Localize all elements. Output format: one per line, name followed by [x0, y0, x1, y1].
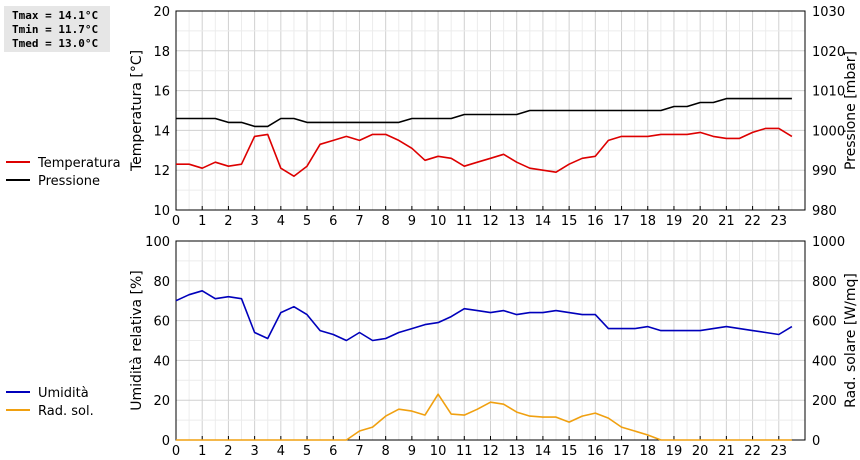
panel1-x-tick-label: 0 — [172, 214, 180, 229]
tmin-label: Tmin = 11.7°C — [12, 23, 99, 36]
panel2-x-tick-label: 10 — [430, 444, 447, 459]
panel1-x-tick-label: 23 — [771, 214, 788, 229]
panel2-x-tick-label: 21 — [718, 444, 735, 459]
panel2-legend-label: Umidità — [38, 386, 89, 401]
panel2-x-tick-label: 16 — [587, 444, 604, 459]
panel1-y-tick-label: 18 — [153, 45, 170, 60]
panel1-x-tick-label: 22 — [744, 214, 761, 229]
panel2-x-tick-label: 9 — [408, 444, 416, 459]
panel1-x-tick-label: 18 — [639, 214, 656, 229]
panel2-y-tick-label: 80 — [153, 275, 170, 290]
panel1-x-tick-label: 14 — [535, 214, 552, 229]
panel1-x-tick-label: 12 — [482, 214, 499, 229]
panel1-legend-label: Temperatura — [37, 156, 121, 171]
panel2-plot: 0 1 2 3 4 5 6 7 8 9 10 11 12 13 14 15 16 17 18 19 20 21 22 2302… — [6, 235, 859, 459]
panel1-x-tick-label: 4 — [277, 214, 285, 229]
panel2-y2label: Rad. solare [W/mq] — [843, 273, 859, 408]
panel2-x-tick-label: 5 — [303, 444, 311, 459]
panel1-x-tick-label: 13 — [508, 214, 525, 229]
panel1-x-tick-label: 10 — [430, 214, 447, 229]
panel2-y2-tick-label: 200 — [812, 394, 837, 409]
panel1-y2-tick-label: 1030 — [812, 5, 845, 20]
panel2-x-tick-label: 12 — [482, 444, 499, 459]
panel2-x-tick-label: 2 — [224, 444, 232, 459]
tmed-label: Tmed = 13.0°C — [12, 37, 99, 50]
panel1-x-tick-label: 17 — [613, 214, 630, 229]
panel2-x-tick-label: 23 — [771, 444, 788, 459]
panel2-series-umidit — [175, 289, 793, 342]
panel2-x-tick-label: 14 — [535, 444, 552, 459]
panel2-x-tick-label: 3 — [250, 444, 258, 459]
panel1-y-tick-label: 20 — [153, 5, 170, 20]
panel2-x-tick-label: 1 — [198, 444, 206, 459]
panel1-x-tick-label: 1 — [198, 214, 206, 229]
panel2-x-tick-label: 6 — [329, 444, 337, 459]
panel2-x-tick-label: 8 — [382, 444, 390, 459]
panel2-y-tick-label: 40 — [153, 354, 170, 369]
panel2-y-tick-label: 100 — [145, 235, 170, 250]
panel2-x-tick-label: 17 — [613, 444, 630, 459]
panel2-y2-tick-label: 600 — [812, 315, 837, 330]
panel2-y-tick-label: 0 — [162, 434, 170, 449]
panel2-legend-label: Rad. sol. — [38, 404, 94, 419]
panel2-series-rad-sol — [176, 393, 792, 441]
panel2-x-tick-label: 13 — [508, 444, 525, 459]
panel1-x-tick-label: 9 — [408, 214, 416, 229]
panel2-y2-tick-label: 400 — [812, 354, 837, 369]
panel1-y2label: Pressione [mbar] — [843, 51, 859, 170]
panel1-y2-tick-label: 1010 — [812, 85, 845, 100]
panel1-y-tick-label: 10 — [153, 204, 170, 219]
panel1-x-tick-label: 5 — [303, 214, 311, 229]
panel2-x-tick-label: 18 — [639, 444, 656, 459]
panel1-y2-tick-label: 980 — [812, 204, 837, 219]
panel1-x-tick-label: 15 — [561, 214, 578, 229]
panel1-y2-tick-label: 1000 — [812, 124, 845, 139]
panel1-y-tick-label: 12 — [153, 164, 170, 179]
panel2-y2-tick-label: 0 — [812, 434, 820, 449]
panel1-x-tick-label: 19 — [666, 214, 683, 229]
panel1-y2-tick-label: 990 — [812, 164, 837, 179]
panel1-x-tick-label: 7 — [355, 214, 363, 229]
panel1-x-tick-label: 21 — [718, 214, 735, 229]
panel2-ylabel: Umidità relativa [%] — [129, 270, 145, 411]
panel2-x-tick-label: 0 — [172, 444, 180, 459]
panel1-x-tick-label: 20 — [692, 214, 709, 229]
panel1-y-tick-label: 16 — [153, 85, 170, 100]
panel1-plot: 0 1 2 3 4 5 6 7 8 9 10 11 12 13 14 15 16 17 18 19 20 21 22 2310… — [6, 5, 859, 229]
panel1-x-tick-label: 11 — [456, 214, 473, 229]
panel2-x-tick-label: 15 — [561, 444, 578, 459]
panel1-x-tick-label: 3 — [250, 214, 258, 229]
panel2-y2-tick-label: 1000 — [812, 235, 845, 250]
panel2-x-tick-label: 20 — [692, 444, 709, 459]
stats-box: Tmax = 14.1°C Tmin = 11.7°C Tmed = 13.0°… — [4, 6, 110, 52]
panel2-x-tick-label: 7 — [355, 444, 363, 459]
panel1-legend-label: Pressione — [38, 174, 100, 189]
panel2-x-tick-label: 11 — [456, 444, 473, 459]
panel2-x-tick-label: 4 — [277, 444, 285, 459]
panel1-y2-tick-label: 1020 — [812, 45, 845, 60]
panel2-x-tick-label: 19 — [666, 444, 683, 459]
panel1-x-tick-label: 6 — [329, 214, 337, 229]
panel1-x-tick-label: 16 — [587, 214, 604, 229]
panel2-y-tick-label: 20 — [153, 394, 170, 409]
panel2-y2-tick-label: 800 — [812, 275, 837, 290]
tmax-label: Tmax = 14.1°C — [12, 9, 99, 22]
panel1-x-tick-label: 8 — [382, 214, 390, 229]
panel1-x-tick-label: 2 — [224, 214, 232, 229]
panel1-ylabel: Temperatura [°C] — [129, 50, 145, 172]
panel1-series-temperatura — [176, 127, 793, 177]
panel2-y-tick-label: 60 — [153, 315, 170, 330]
panel1-series-pressione — [176, 97, 792, 128]
panel1-y-tick-label: 14 — [153, 124, 170, 139]
panel2-x-tick-label: 22 — [744, 444, 761, 459]
